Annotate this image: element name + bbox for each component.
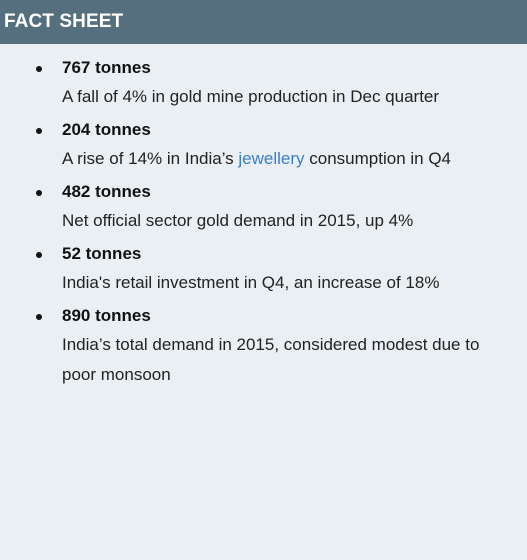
fact-description-text: A rise of 14% in India’s (62, 149, 239, 168)
fact-description: India’s total demand in 2015, considered… (62, 335, 480, 384)
fact-description: Net official sector gold demand in 2015,… (62, 211, 414, 230)
fact-description: A rise of 14% in India’s jewellery consu… (62, 144, 517, 174)
fact-figure: 204 tonnes (62, 120, 151, 139)
fact-figure: 890 tonnes (62, 306, 151, 325)
fact-sheet-header: FACT SHEET (0, 0, 527, 44)
fact-description: A fall of 4% in gold mine production in … (62, 87, 440, 106)
list-item: 52 tonnes India's retail investment in Q… (0, 240, 527, 298)
fact-figure: 482 tonnes (62, 182, 151, 201)
fact-description: India's retail investment in Q4, an incr… (62, 273, 440, 292)
fact-figure: 52 tonnes (62, 244, 142, 263)
bullet-icon (36, 314, 42, 320)
list-item: 767 tonnes A fall of 4% in gold mine pro… (0, 54, 527, 112)
fact-figure: 767 tonnes (62, 58, 151, 77)
list-item: 204 tonnes A rise of 14% in India’s jewe… (0, 116, 527, 174)
bullet-icon (36, 128, 42, 134)
bullet-icon (36, 190, 42, 196)
jewellery-link[interactable]: jewellery (238, 149, 305, 168)
list-item: 890 tonnes India’s total demand in 2015,… (0, 302, 527, 390)
bullet-icon (36, 66, 42, 72)
fact-list: 767 tonnes A fall of 4% in gold mine pro… (0, 44, 527, 390)
fact-description-text: consumption in Q4 (304, 149, 452, 168)
list-item: 482 tonnes Net official sector gold dema… (0, 178, 527, 236)
bullet-icon (36, 252, 42, 258)
